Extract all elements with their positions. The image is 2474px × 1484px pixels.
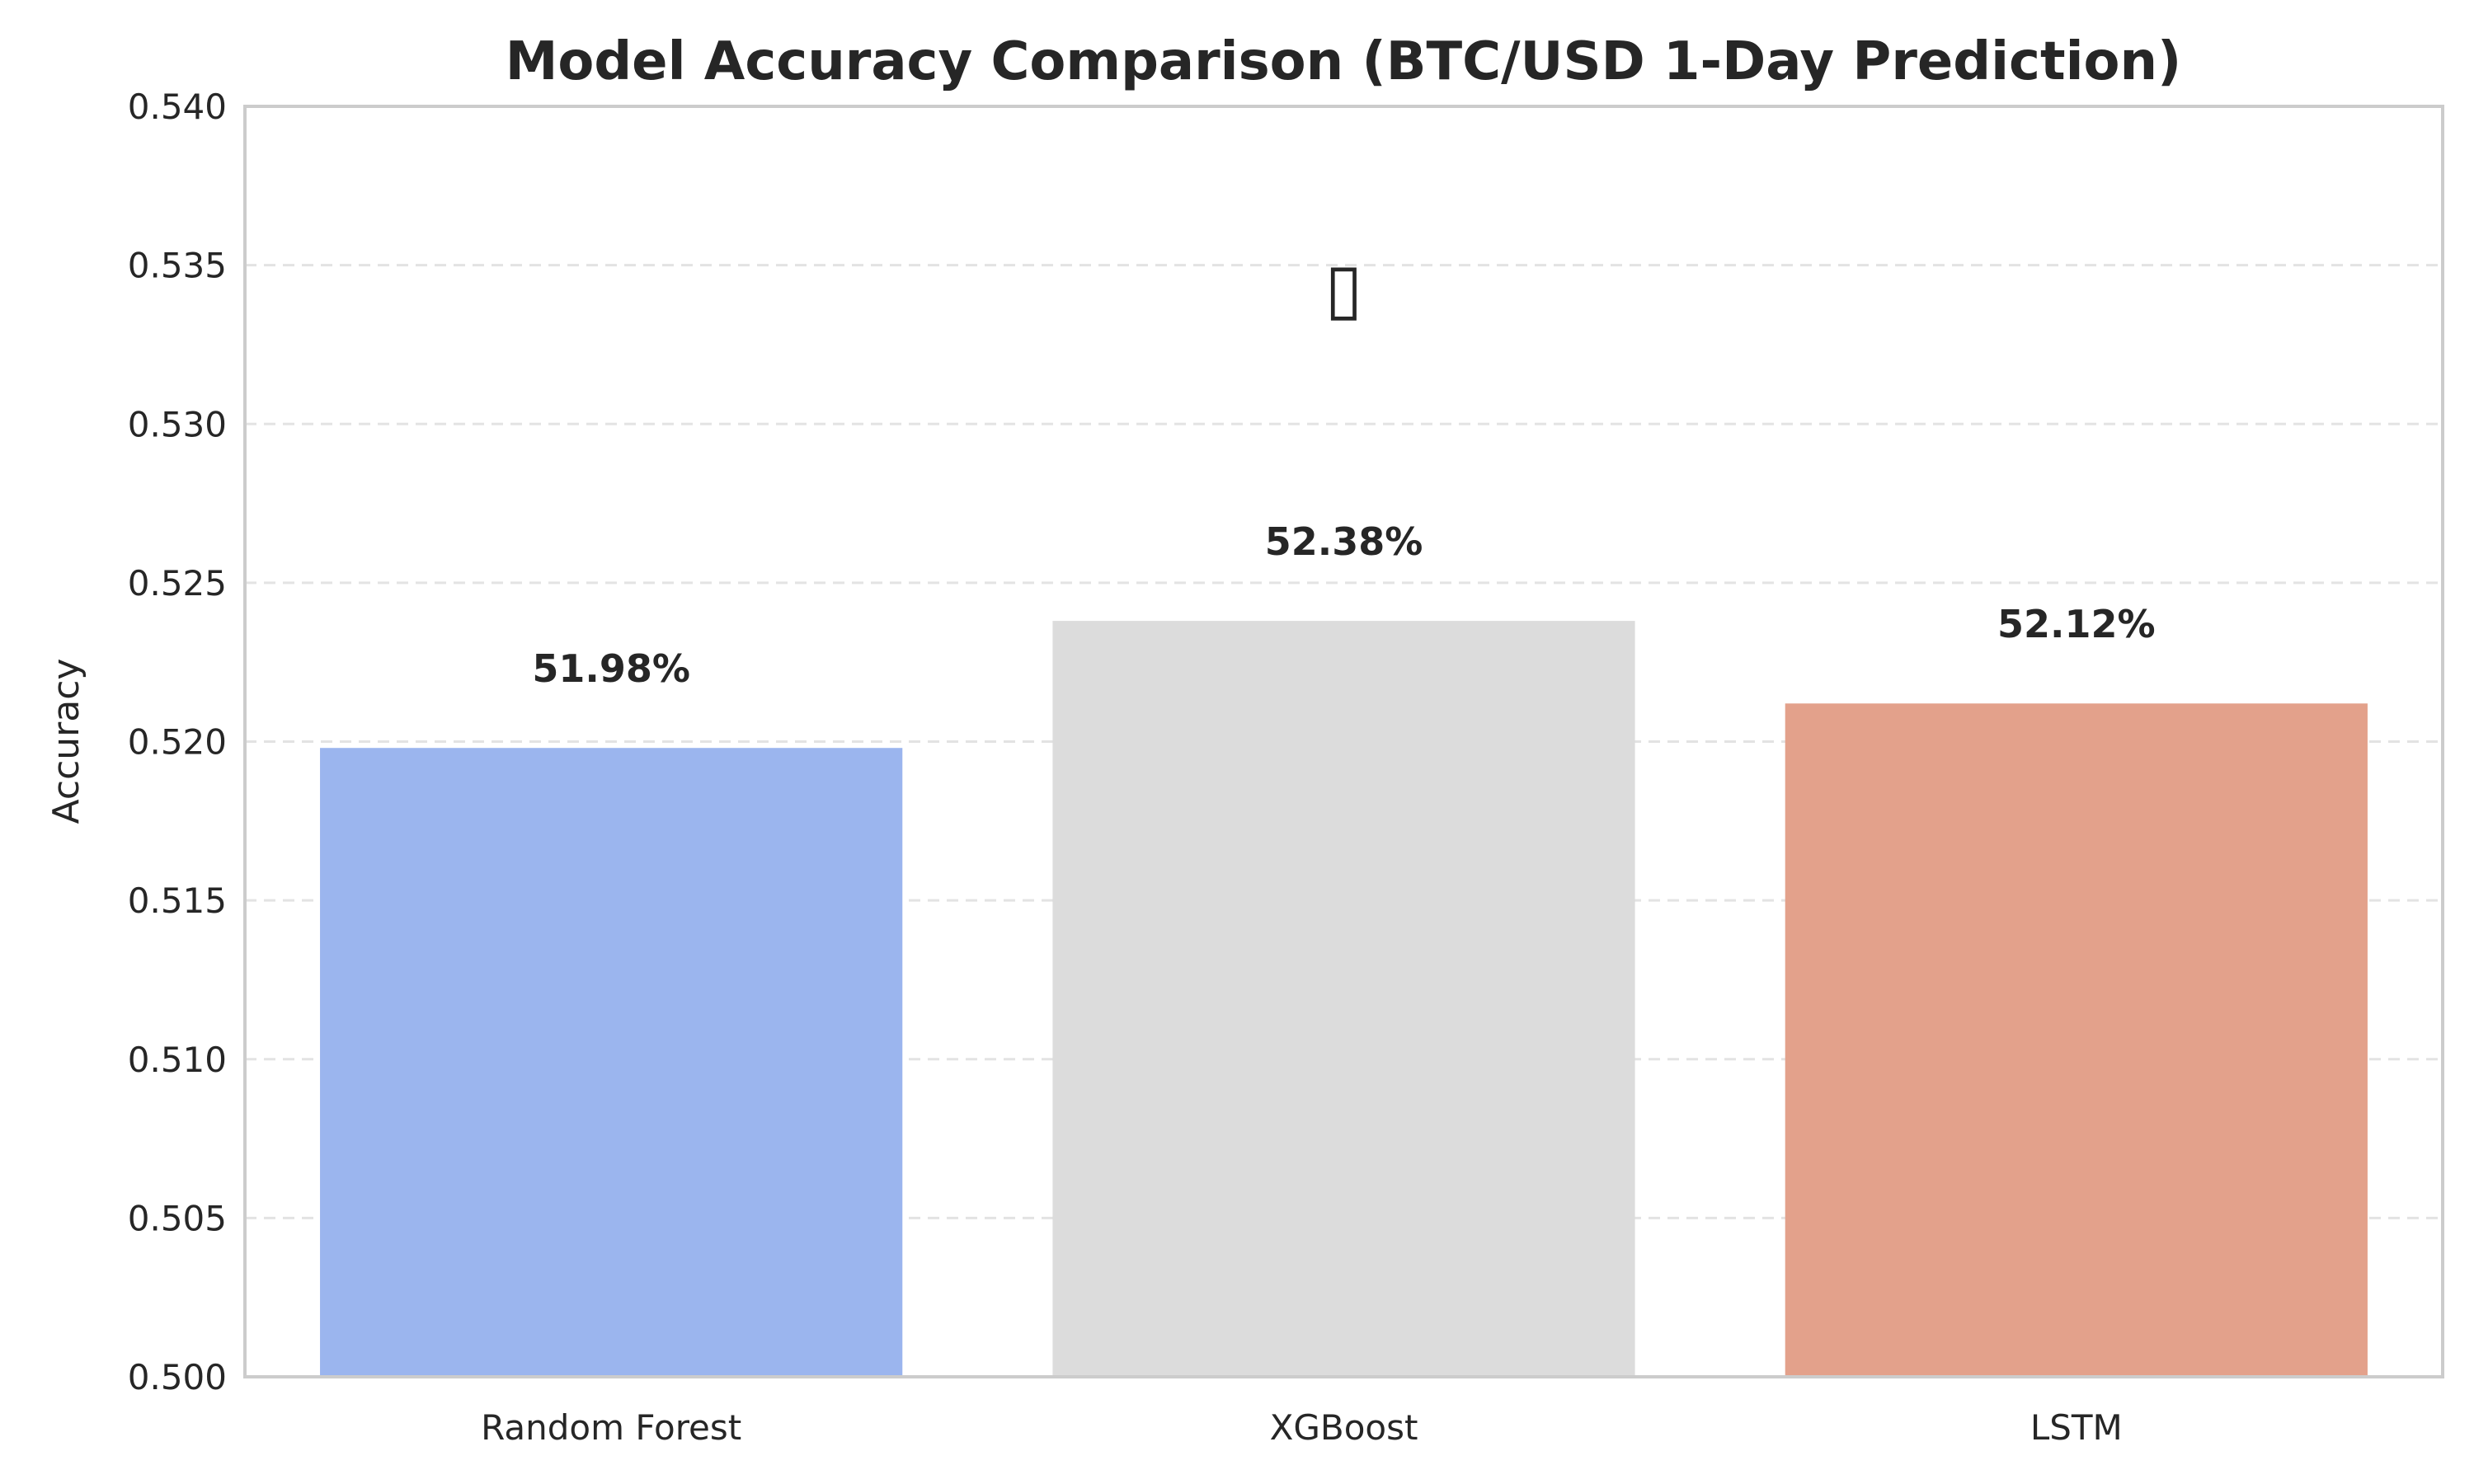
y-tick-label: 0.500: [128, 1357, 227, 1397]
x-tick-label: LSTM: [2030, 1407, 2123, 1448]
y-tick-label: 0.515: [128, 881, 227, 921]
y-tick-label: 0.510: [128, 1040, 227, 1080]
bar-xgboost: [1052, 621, 1635, 1377]
y-tick-label: 0.540: [128, 87, 227, 127]
bar-lstm: [1785, 703, 2368, 1377]
x-tick-label: XGBoost: [1270, 1407, 1418, 1448]
y-tick-label: 0.525: [128, 563, 227, 603]
y-tick-label: 0.535: [128, 246, 227, 286]
data-label: 51.98%: [532, 646, 690, 691]
bars: [320, 621, 2368, 1377]
best-model-marker: ▯: [1324, 248, 1362, 329]
y-axis-label: Accuracy: [45, 659, 87, 824]
x-tick-label: Random Forest: [481, 1407, 741, 1448]
bar-random-forest: [320, 748, 903, 1377]
data-label: 52.12%: [1997, 602, 2156, 646]
plot-frame: [243, 105, 2444, 1378]
chart-title: Model Accuracy Comparison (BTC/USD 1-Day…: [506, 31, 2182, 92]
x-axis-ticks: Random Forest XGBoost LSTM: [481, 1407, 2123, 1448]
data-label: 52.38%: [1265, 519, 1423, 564]
data-labels: 51.98% 52.38% 52.12%: [532, 519, 2155, 691]
y-tick-label: 0.520: [128, 722, 227, 763]
y-tick-label: 0.530: [128, 404, 227, 444]
y-tick-label: 0.505: [128, 1198, 227, 1238]
y-axis-ticks: 0.500 0.505 0.510 0.515 0.520 0.525 0.530 0.535…: [128, 87, 227, 1397]
